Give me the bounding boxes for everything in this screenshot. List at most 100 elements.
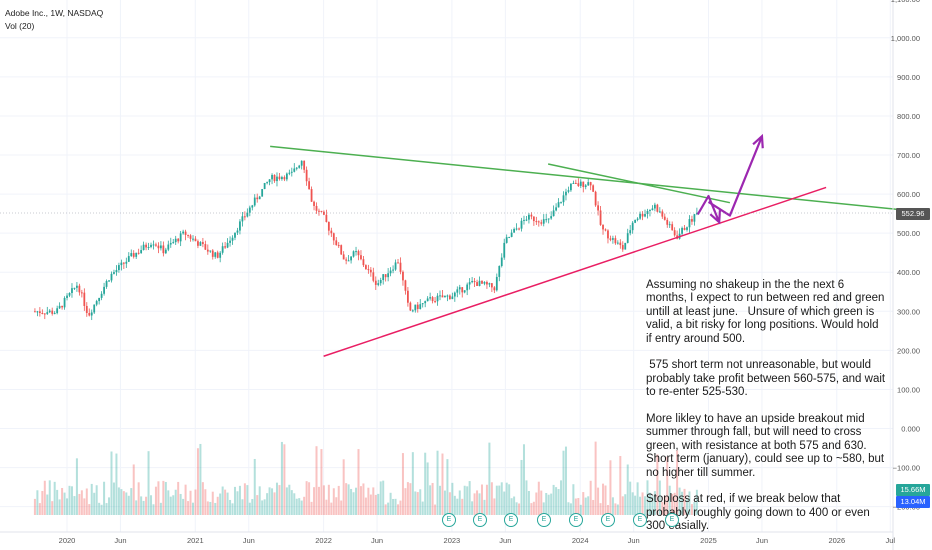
- volume-bar: [90, 483, 93, 515]
- volume-bar: [147, 451, 150, 515]
- candle-body: [234, 232, 236, 238]
- volume-bar: [236, 491, 239, 515]
- volume-bar: [520, 459, 523, 515]
- candle-body: [663, 216, 666, 220]
- candle-body: [303, 160, 306, 170]
- earnings-icon[interactable]: E: [601, 513, 615, 527]
- earnings-icon[interactable]: E: [633, 513, 647, 527]
- y-tick-label: 300.00: [897, 307, 920, 316]
- candle-body: [688, 219, 691, 228]
- volume-bar: [295, 498, 298, 515]
- volume-indicator-label[interactable]: Vol (20): [5, 21, 35, 31]
- candle-body: [194, 238, 197, 242]
- candle-body: [172, 242, 175, 244]
- volume-bar: [397, 504, 400, 515]
- volume-bar: [88, 504, 91, 515]
- candle-body: [602, 224, 604, 230]
- arrow-head: [709, 210, 722, 225]
- candle-body: [461, 287, 464, 293]
- candle-body: [145, 244, 147, 248]
- volume-bar: [36, 490, 39, 515]
- candle-body: [182, 231, 185, 234]
- candle-body: [649, 210, 651, 212]
- earnings-icon[interactable]: E: [473, 513, 487, 527]
- volume-bar: [327, 484, 330, 515]
- volume-bar: [362, 483, 365, 515]
- candle-body: [93, 304, 96, 313]
- candle-body: [167, 244, 170, 250]
- candle-body: [550, 216, 553, 219]
- volume-bar: [540, 490, 543, 515]
- candle-body: [567, 190, 570, 192]
- candle-body: [374, 280, 377, 285]
- candle-body: [453, 292, 456, 297]
- candle-body: [444, 295, 446, 298]
- candle-body: [293, 168, 296, 172]
- candle-body: [310, 189, 313, 202]
- earnings-icon[interactable]: E: [442, 513, 456, 527]
- candle-body: [695, 212, 698, 215]
- volume-bar: [199, 443, 202, 515]
- candle-body: [483, 281, 486, 284]
- candle-body: [367, 269, 370, 271]
- volume-bar: [298, 498, 301, 515]
- volume-bar: [345, 483, 348, 515]
- volume-bar: [359, 486, 362, 515]
- volume-bar: [352, 492, 355, 515]
- candle-body: [392, 269, 394, 271]
- candle-body: [58, 305, 61, 309]
- volume-bar: [177, 481, 180, 515]
- candle-body: [579, 181, 582, 186]
- candle-body: [295, 167, 298, 169]
- volume-bar: [480, 484, 483, 515]
- volume-bar: [688, 491, 691, 515]
- candle-body: [271, 174, 273, 180]
- earnings-icon[interactable]: E: [569, 513, 583, 527]
- candle-body: [518, 228, 520, 230]
- volume-bar: [483, 499, 486, 515]
- candle-body: [224, 246, 227, 248]
- candle-body: [372, 272, 375, 281]
- volume-bar: [355, 487, 358, 515]
- volume-bar: [320, 449, 323, 515]
- volume-bar: [229, 499, 232, 515]
- volume-bar: [547, 494, 550, 515]
- earnings-icon[interactable]: E: [665, 513, 679, 527]
- volume-bar: [411, 452, 414, 515]
- volume-bar: [273, 492, 276, 515]
- earnings-icon[interactable]: E: [537, 513, 551, 527]
- candle-body: [320, 210, 323, 212]
- candle-body: [187, 234, 189, 236]
- candle-body: [486, 281, 488, 285]
- volume-bar: [448, 492, 451, 515]
- volume-bar: [322, 485, 325, 515]
- volume-bar: [100, 504, 103, 515]
- volume-bar: [458, 490, 461, 515]
- earnings-icon[interactable]: E: [504, 513, 518, 527]
- candle-body: [164, 249, 167, 254]
- volume-bar: [317, 486, 320, 515]
- volume-bar: [535, 492, 538, 515]
- candle-body: [481, 280, 483, 284]
- volume-bar: [651, 496, 654, 515]
- candle-body: [431, 297, 434, 302]
- candle-body: [98, 297, 101, 302]
- volume-bar: [253, 458, 256, 515]
- volume-bar: [471, 501, 474, 515]
- volume-bar: [184, 484, 187, 515]
- volume-bar: [169, 496, 172, 515]
- candle-body: [239, 221, 241, 231]
- volume-bar: [532, 501, 535, 515]
- x-tick-label: Jun: [371, 536, 383, 545]
- note-paragraph: 575 short term not unreasonable, but wou…: [646, 359, 889, 399]
- candle-body: [565, 191, 567, 196]
- x-tick-label: Jun: [756, 536, 768, 545]
- volume-bar: [182, 498, 185, 515]
- volume-bar: [421, 501, 424, 515]
- candle-body: [211, 250, 214, 257]
- analysis-note[interactable]: Assuming no shakeup in the the next 6 mo…: [646, 279, 886, 547]
- volume-bar: [439, 485, 442, 515]
- volume-bar: [219, 493, 222, 515]
- volume-bar: [377, 493, 380, 515]
